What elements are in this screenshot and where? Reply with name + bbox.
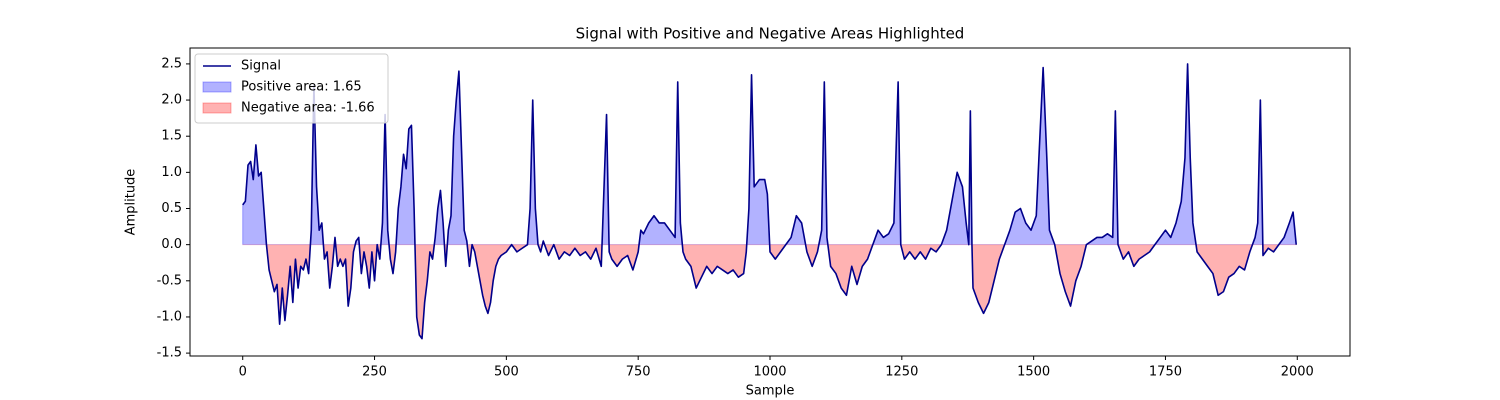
x-tick-label: 1000 [753,365,786,380]
y-tick-label: 2.0 [161,93,182,108]
signal-line [242,63,1298,340]
x-tick-label: 1750 [1149,365,1182,380]
y-tick-label: 2.5 [161,56,182,71]
x-tick-label: 500 [494,365,519,380]
y-tick-label: -1.0 [157,309,182,324]
legend-label: Signal [241,59,281,74]
x-axis-label: Sample [746,384,795,399]
x-tick-label: 1500 [1017,365,1050,380]
y-tick-label: -0.5 [157,273,182,288]
legend-patch [202,81,232,93]
legend-patch [202,102,232,114]
y-axis-label: Amplitude [124,169,139,236]
x-tick-label: 750 [626,365,651,380]
legend-label: Positive area: 1.65 [241,80,362,95]
x-tick-label: 2000 [1281,365,1314,380]
y-tick-label: 0.0 [161,237,182,252]
legend-box [194,53,389,124]
plot-frame [189,47,1351,357]
y-tick-label: 0.5 [161,201,182,216]
legend-label: Negative area: -1.66 [241,101,375,116]
x-tick-label: 250 [362,365,387,380]
y-tick-label: -1.5 [157,346,182,361]
x-tick-label: 1250 [885,365,918,380]
y-tick-label: 1.5 [161,129,182,144]
y-tick-label: 1.0 [161,165,182,180]
chart-title: Signal with Positive and Negative Areas … [576,25,965,43]
x-tick-label: 0 [239,365,247,380]
